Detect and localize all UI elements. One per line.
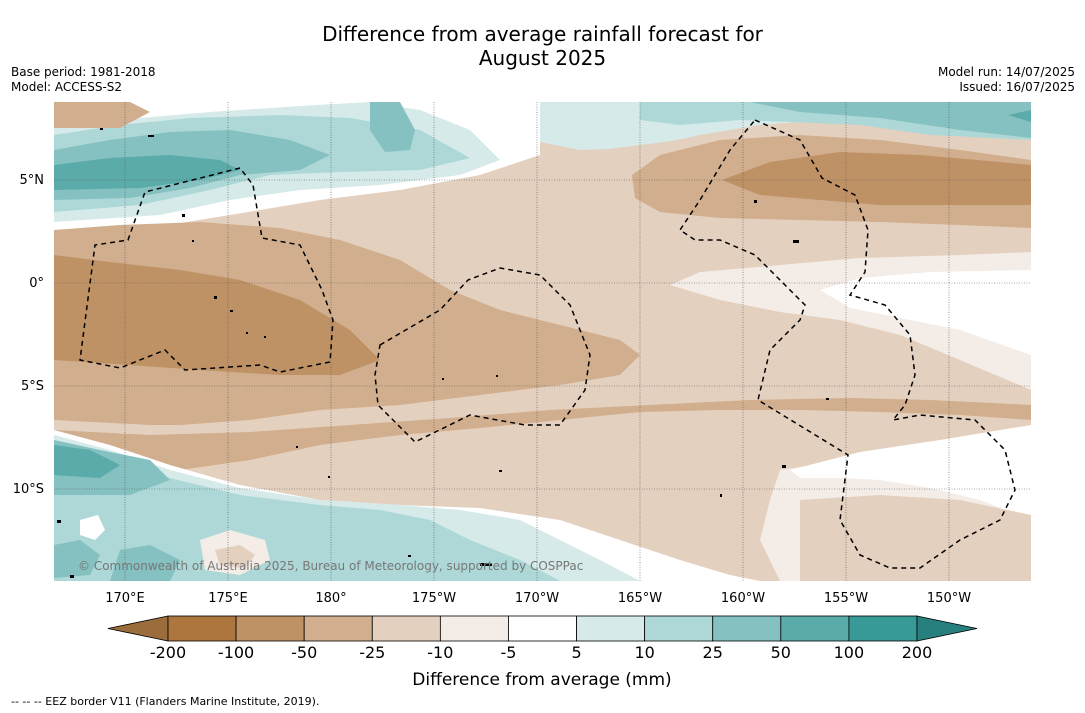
colorbar-tick-label: -25	[359, 643, 385, 662]
colorbar-ticks: -200 -100 -50 -25 -10 -5 5 10 25 50 100 200	[150, 643, 932, 662]
colorbar-label: Difference from average (mm)	[412, 670, 671, 690]
lat-label: 5°S	[21, 379, 44, 394]
colorbar-segment	[848, 615, 918, 642]
graticule	[54, 102, 1031, 581]
lon-label: 170°W	[515, 591, 559, 606]
longitude-labels: 170°E 175°E 180° 175°W 170°W 165°W 160°W…	[105, 591, 971, 606]
colorbar-tick-label: 5	[571, 643, 581, 662]
lat-label: 5°N	[20, 173, 45, 188]
colorbar-tick-label: -5	[500, 643, 516, 662]
colorbar-segment	[780, 615, 850, 642]
colorbar-segment	[235, 615, 305, 642]
colorbar	[107, 615, 978, 642]
colorbar-segment	[303, 615, 373, 642]
colorbar-tick-label: 50	[771, 643, 791, 662]
map-title-line2: August 2025	[478, 46, 607, 70]
colorbar-segment	[439, 615, 509, 642]
colorbar-segment	[712, 615, 782, 642]
latitude-labels: 5°N 0° 5°S 10°S	[13, 173, 44, 497]
colorbar-segment	[167, 615, 237, 642]
islands	[57, 128, 829, 578]
colorbar-extend-high	[916, 615, 978, 642]
colorbar-tick-label: 10	[634, 643, 654, 662]
colorbar-segment	[576, 615, 646, 642]
eez-footnote: -- -- -- EEZ border V11 (Flanders Marine…	[11, 695, 320, 708]
model-name: Model: ACCESS-S2	[11, 80, 123, 94]
colorbar-extend-low	[107, 615, 169, 642]
issued-date: Issued: 16/07/2025	[959, 80, 1075, 94]
base-period: Base period: 1981-2018	[11, 65, 156, 79]
lon-label: 170°E	[105, 591, 145, 606]
map-title-line1: Difference from average rainfall forecas…	[322, 22, 763, 46]
colorbar-tick-label: -10	[427, 643, 453, 662]
lon-label: 175°W	[412, 591, 456, 606]
colorbar-segment	[508, 615, 577, 642]
colorbar-tick-label: 100	[834, 643, 865, 662]
colorbar-tick-label: -50	[291, 643, 317, 662]
rainfall-field	[54, 102, 1031, 581]
lon-label: 155°W	[824, 591, 868, 606]
copyright-notice: © Commonwealth of Australia 2025, Bureau…	[78, 559, 583, 573]
model-run-date: Model run: 14/07/2025	[937, 65, 1075, 79]
lon-label: 160°W	[721, 591, 765, 606]
lon-label: 150°W	[927, 591, 971, 606]
lon-label: 175°E	[208, 591, 248, 606]
colorbar-tick-label: -100	[218, 643, 254, 662]
colorbar-segment	[371, 615, 441, 642]
colorbar-tick-label: 200	[902, 643, 933, 662]
lat-label: 0°	[29, 276, 44, 291]
lon-label: 180°	[315, 591, 346, 606]
lon-label: 165°W	[618, 591, 662, 606]
colorbar-tick-label: 25	[703, 643, 723, 662]
colorbar-tick-label: -200	[150, 643, 186, 662]
lat-label: 10°S	[13, 482, 44, 497]
eez-borders	[79, 119, 1016, 569]
colorbar-segment	[644, 615, 714, 642]
